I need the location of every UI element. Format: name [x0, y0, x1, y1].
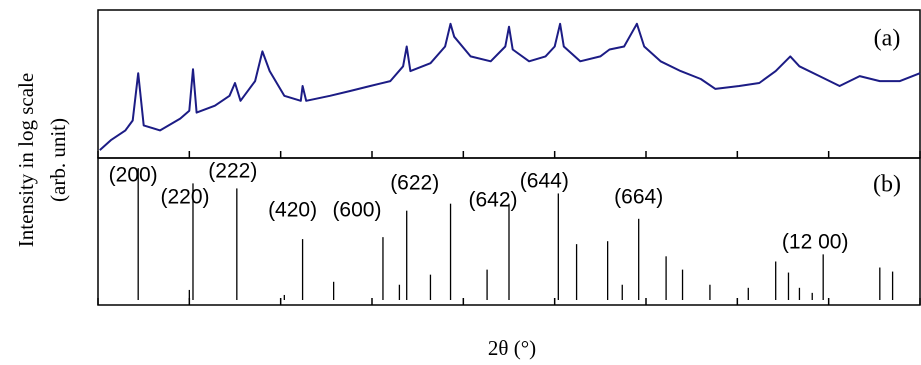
peak-label: (664) [614, 186, 663, 209]
x-axis-label: 2θ (°) [488, 336, 536, 360]
peak-label: (222) [208, 160, 257, 183]
y-axis-unit: (arb. unit) [46, 118, 70, 202]
plot-frame [97, 157, 921, 306]
peak-label: (644) [520, 170, 569, 193]
peak-label: (600) [332, 199, 381, 222]
peak-label: (420) [268, 199, 317, 222]
panel-label: (b) [873, 172, 901, 198]
peak-label: (12 00) [782, 231, 849, 254]
peak-label: (642) [468, 189, 517, 212]
peak-label: (622) [390, 172, 439, 195]
peak-label: (220) [160, 186, 209, 209]
y-axis-label: Intensity in log scale [14, 73, 38, 247]
peak-label: (200) [109, 164, 158, 187]
panel-label: (a) [874, 26, 901, 52]
xrd-curve [99, 22, 921, 151]
